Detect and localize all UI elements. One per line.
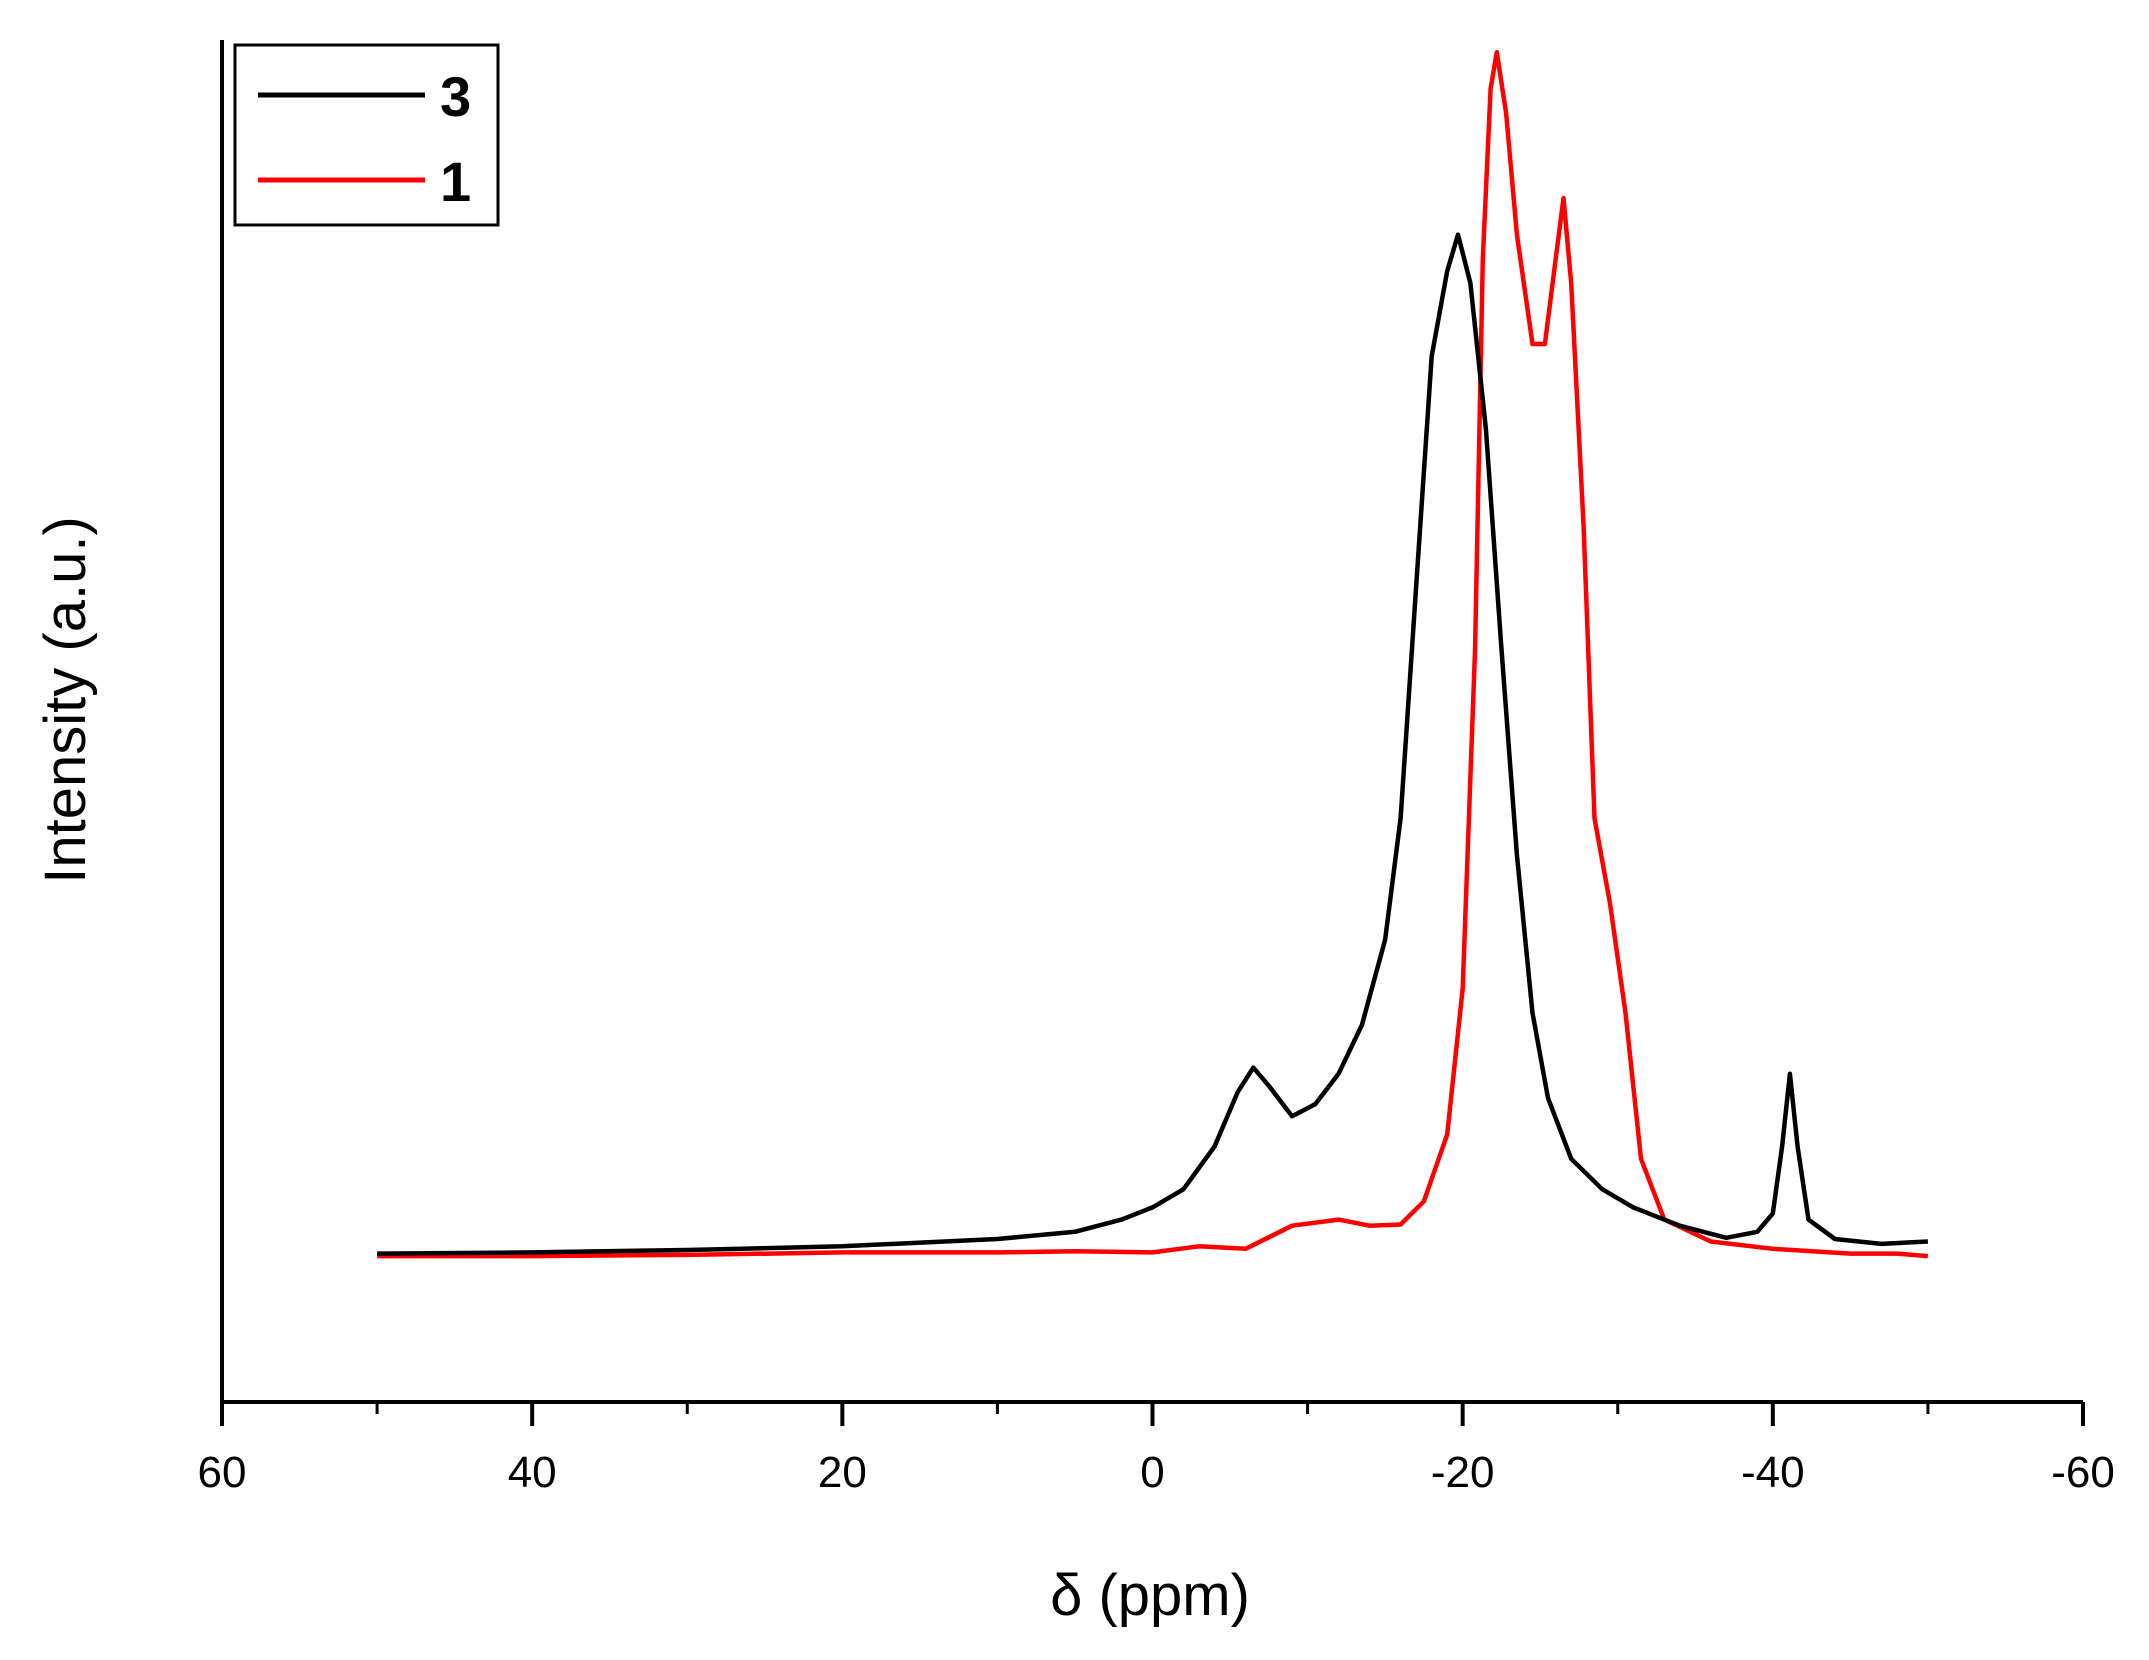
x-axis-label: δ (ppm) xyxy=(1050,1563,1250,1628)
legend: 3 1 xyxy=(233,43,500,227)
x-tick-label: 20 xyxy=(818,1448,867,1497)
legend-label-series-1: 1 xyxy=(440,150,471,213)
x-tick-label: -60 xyxy=(2051,1448,2115,1497)
y-axis-label: Intensity (a.u.) xyxy=(33,516,98,883)
x-tick-label: -40 xyxy=(1741,1448,1805,1497)
x-tick-label: 0 xyxy=(1140,1448,1164,1497)
series-line-3 xyxy=(377,232,1929,1256)
legend-label-series-3: 3 xyxy=(440,65,471,128)
x-axis-ticks xyxy=(220,1402,2085,1426)
x-tick-label: -20 xyxy=(1431,1448,1495,1497)
x-tick-label: 60 xyxy=(198,1448,247,1497)
series-layer xyxy=(377,49,1929,1259)
x-tick-label: 40 xyxy=(508,1448,557,1497)
x-axis-tick-labels: 60 40 20 0 -20 -40 -60 xyxy=(198,1448,2115,1497)
series-line-1 xyxy=(377,49,1929,1259)
legend-box xyxy=(233,43,500,227)
